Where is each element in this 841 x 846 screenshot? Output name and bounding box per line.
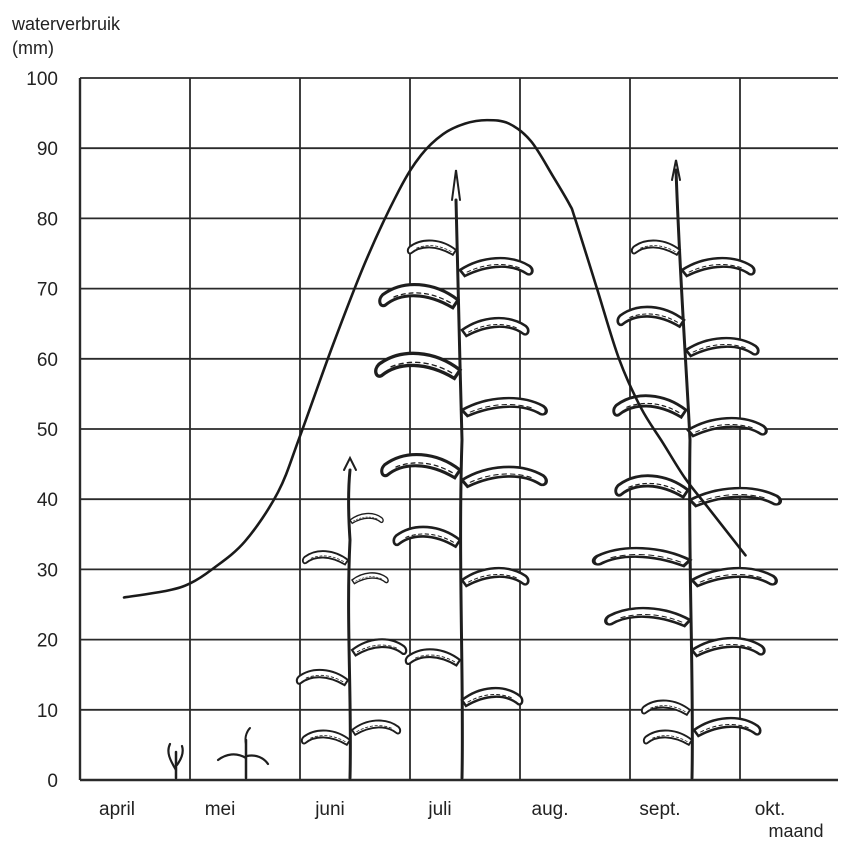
y-tick-labels: 0 10 20 30 40 50 60 70 80 90 100	[26, 69, 58, 792]
grid	[78, 77, 838, 782]
y-tick-label: 30	[37, 560, 58, 581]
x-tick-label: aug.	[532, 799, 569, 820]
x-tick-label: okt.	[755, 799, 786, 820]
seedling-april	[167, 742, 184, 780]
maize-illustration	[167, 159, 783, 780]
water-use-curve	[122, 118, 747, 599]
plant-sept	[591, 159, 783, 780]
y-tick-label: 0	[47, 771, 58, 792]
y-tick-label: 60	[37, 350, 58, 371]
y-tick-label: 100	[26, 69, 58, 90]
y-tick-label: 20	[37, 631, 58, 652]
x-tick-label: april	[99, 799, 135, 820]
x-tick-label: sept.	[639, 799, 680, 820]
x-tick-label: juli	[427, 799, 451, 820]
x-axis-label: maand	[768, 821, 823, 841]
ylabel-line1: waterverbruik	[11, 14, 121, 34]
ylabel-line2: (mm)	[12, 38, 54, 58]
seedling-mei	[216, 727, 270, 780]
y-tick-label: 90	[37, 139, 58, 160]
curve-layer	[122, 118, 747, 599]
x-tick-labels: april mei juni juli aug. sept. okt.	[99, 799, 785, 820]
y-tick-label: 40	[37, 490, 58, 511]
y-tick-label: 10	[37, 701, 58, 722]
y-tick-label: 70	[37, 280, 58, 301]
y-tick-label: 80	[37, 209, 58, 230]
plant-juni	[295, 455, 408, 780]
x-tick-label: mei	[205, 799, 236, 820]
x-tick-label: juni	[314, 799, 345, 820]
y-tick-label: 50	[37, 420, 58, 441]
plant-juli	[374, 169, 548, 780]
